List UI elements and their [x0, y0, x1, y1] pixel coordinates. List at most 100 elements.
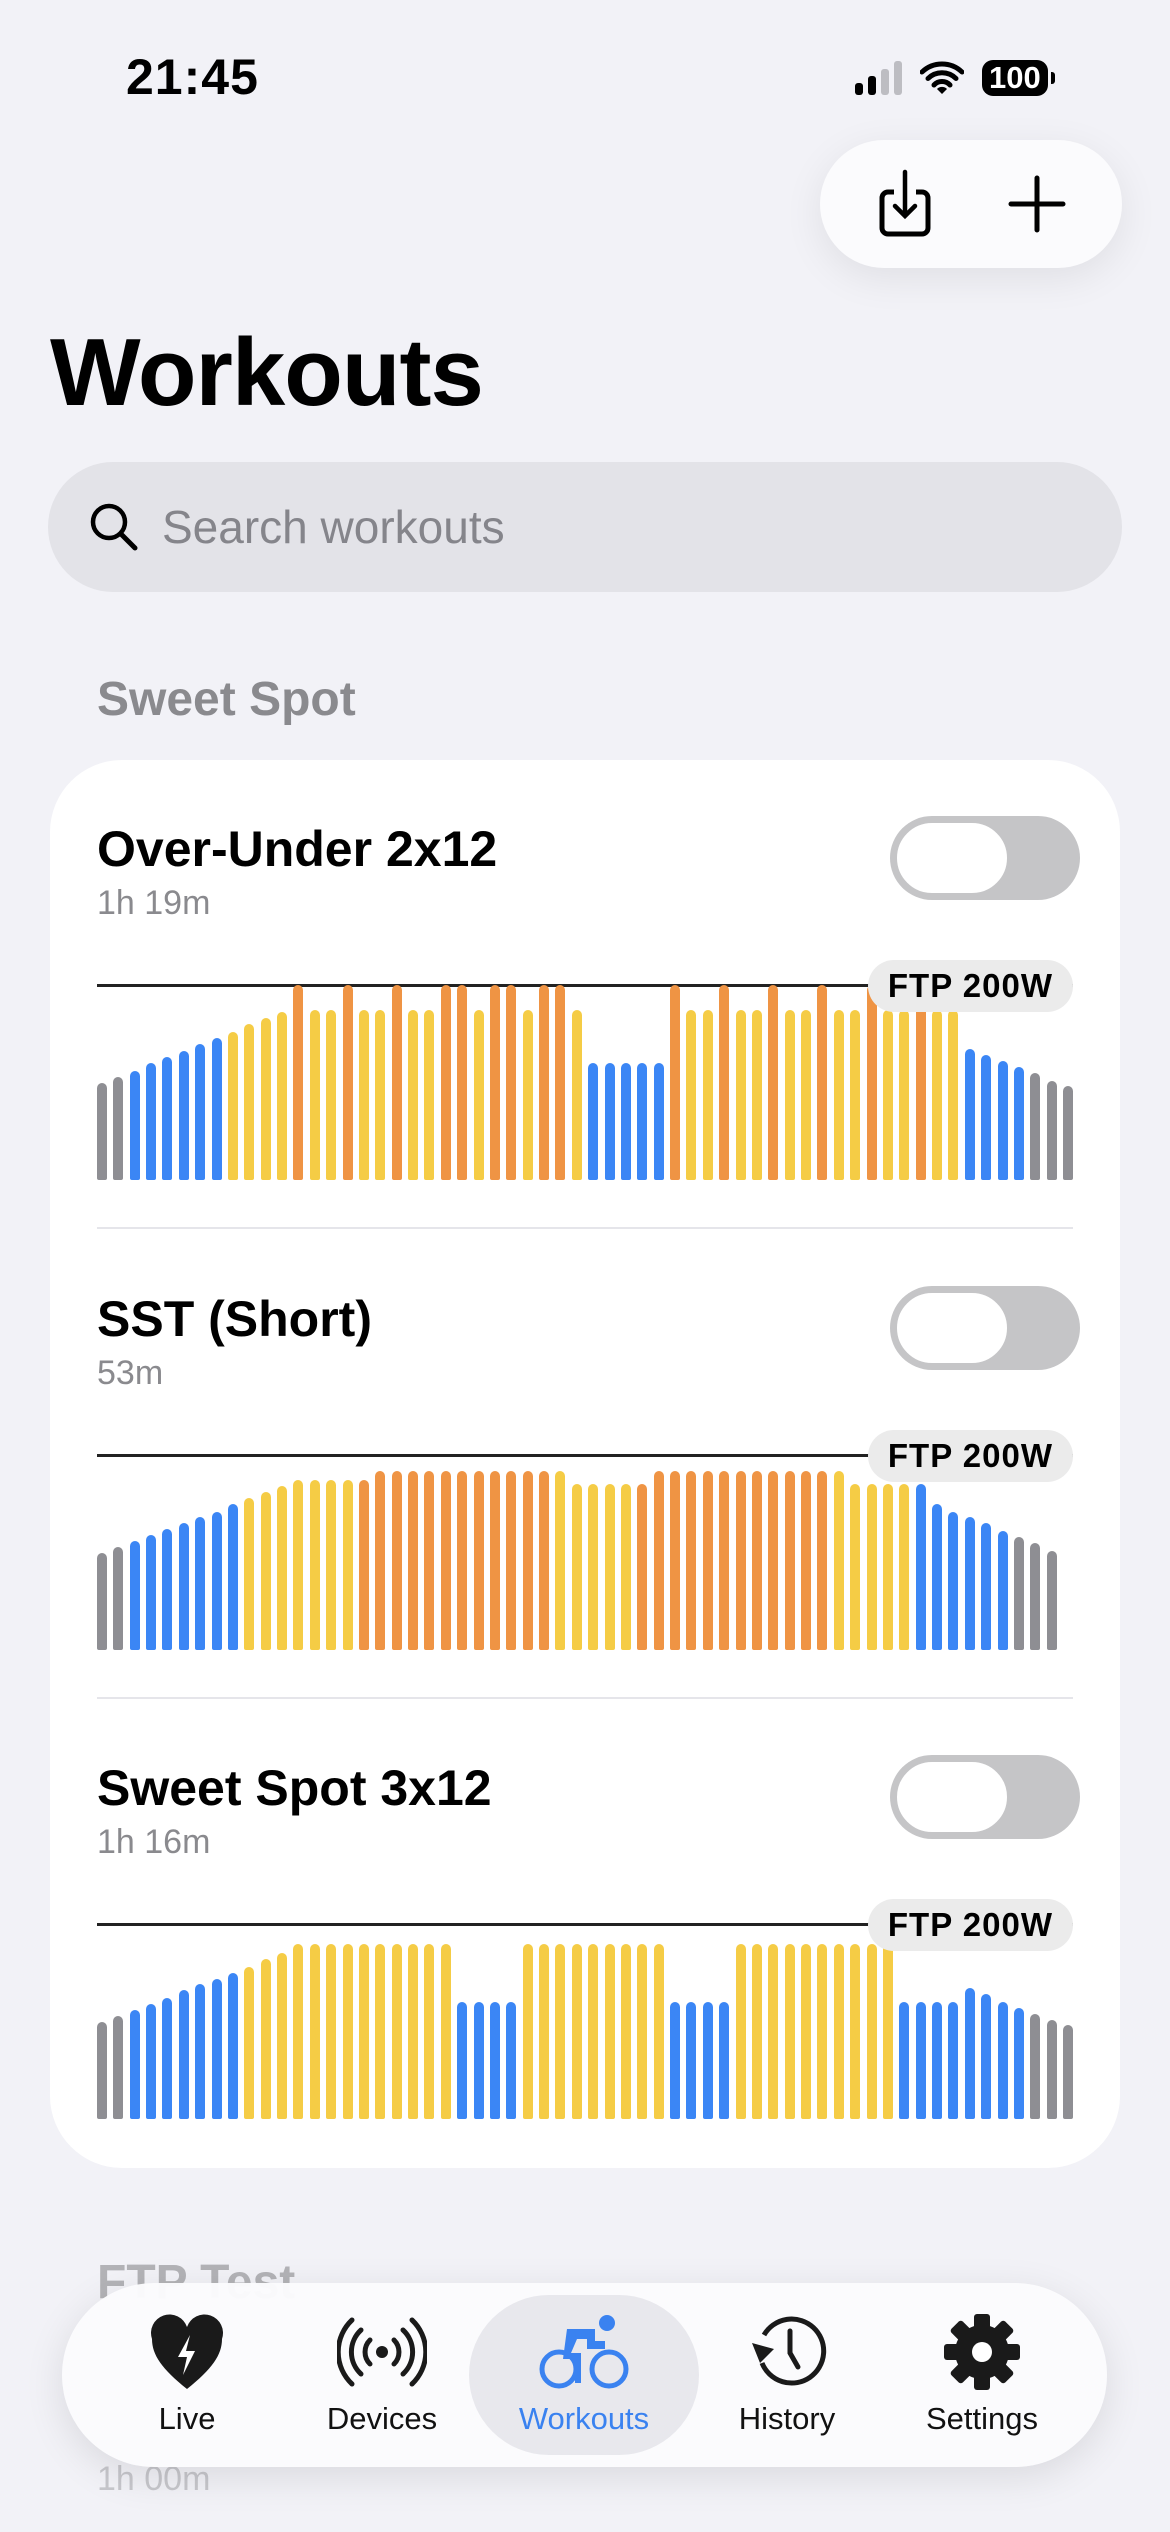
interval-bar	[964, 1988, 975, 2119]
workout-list-card: Over-Under 2x12 1h 19m FTP 200W SST (Sho…	[50, 760, 1120, 2168]
interval-bar	[899, 1484, 910, 1650]
interval-bar	[817, 1470, 828, 1650]
interval-bar	[195, 1043, 206, 1180]
interval-bar	[604, 1943, 615, 2119]
interval-bar	[899, 1010, 910, 1180]
interval-bar	[686, 1470, 697, 1650]
interval-bar	[571, 1010, 582, 1180]
interval-bar	[915, 985, 926, 1180]
interval-bar	[686, 1010, 697, 1180]
interval-bar	[981, 1523, 992, 1650]
interval-bar	[932, 1503, 943, 1650]
interval-bar	[358, 1480, 369, 1650]
interval-bar	[588, 1484, 599, 1650]
interval-bar	[506, 985, 517, 1180]
interval-bar	[637, 1943, 648, 2119]
ftp-line	[97, 1923, 1073, 1926]
interval-bar	[244, 1497, 255, 1650]
search-input[interactable]	[162, 500, 1062, 554]
interval-bar	[702, 2002, 713, 2119]
interval-bar	[948, 1511, 959, 1650]
interval-bar	[162, 1998, 173, 2119]
interval-bar	[833, 1010, 844, 1180]
interval-bar	[277, 1953, 288, 2119]
interval-bar	[375, 1010, 386, 1180]
interval-bar	[178, 1990, 189, 2119]
interval-bar	[850, 1943, 861, 2119]
interval-bar	[539, 1943, 550, 2119]
tab-workouts[interactable]: Workouts	[469, 2295, 699, 2455]
interval-bar	[653, 1943, 664, 2119]
interval-bar	[702, 1010, 713, 1180]
interval-bar	[309, 1010, 320, 1180]
interval-bar	[489, 1470, 500, 1650]
workout-toggle[interactable]	[890, 1286, 1080, 1370]
interval-bar	[260, 1018, 271, 1180]
ftp-line	[97, 984, 1073, 987]
interval-bar	[342, 1480, 353, 1650]
interval-bar	[637, 1063, 648, 1180]
import-button[interactable]	[861, 159, 951, 249]
interval-bar	[1013, 1536, 1024, 1650]
interval-bar	[735, 1010, 746, 1180]
interval-bar	[997, 1061, 1008, 1180]
tab-devices[interactable]: Devices	[267, 2295, 497, 2455]
tab-history[interactable]: History	[672, 2295, 902, 2455]
interval-bar	[375, 1943, 386, 2119]
toggle-knob	[894, 1759, 1010, 1835]
interval-bar	[735, 1470, 746, 1650]
interval-bar	[751, 1470, 762, 1650]
interval-bar	[1046, 1080, 1057, 1180]
interval-bar	[1046, 2019, 1057, 2119]
interval-bar	[768, 1943, 779, 2119]
interval-bar	[735, 1943, 746, 2119]
tab-live[interactable]: Live	[72, 2295, 302, 2455]
section-header-sweet-spot: Sweet Spot	[97, 673, 356, 726]
interval-bar	[702, 1470, 713, 1650]
interval-bar	[489, 985, 500, 1180]
interval-bar	[326, 1010, 337, 1180]
workout-chart: FTP 200W	[97, 1410, 1073, 1650]
interval-bar	[326, 1480, 337, 1650]
divider	[97, 1227, 1073, 1229]
interval-bar	[113, 1076, 124, 1180]
interval-bar	[833, 1943, 844, 2119]
workout-toggle[interactable]	[890, 816, 1080, 900]
interval-bar	[440, 1470, 451, 1650]
interval-bar	[260, 1492, 271, 1650]
interval-bar	[850, 1484, 861, 1650]
search-bar[interactable]	[48, 462, 1122, 592]
interval-bar	[391, 985, 402, 1180]
interval-bar	[1063, 1086, 1073, 1180]
status-time: 21:45	[126, 49, 259, 105]
interval-bar	[473, 1010, 484, 1180]
gear-icon	[944, 2314, 1020, 2390]
interval-bar	[866, 1484, 877, 1650]
interval-bar	[899, 2002, 910, 2119]
ftp-line	[97, 1454, 1073, 1457]
tab-settings[interactable]: Settings	[867, 2295, 1097, 2455]
interval-bar	[146, 1534, 157, 1650]
add-workout-button[interactable]	[992, 159, 1082, 249]
interval-bar	[768, 985, 779, 1180]
interval-bar	[162, 1529, 173, 1650]
interval-bar	[719, 985, 730, 1180]
ftp-label: FTP 200W	[867, 1899, 1073, 1951]
workout-row[interactable]: Sweet Spot 3x12 1h 16m FTP 200W	[50, 1699, 1120, 2169]
workout-row[interactable]: SST (Short) 53m FTP 200W	[50, 1230, 1120, 1700]
heart-bolt-icon	[151, 2314, 223, 2389]
tab-bar: Live Devices Workouts History Settings	[62, 2283, 1107, 2467]
interval-bar	[227, 1503, 238, 1650]
workout-row[interactable]: Over-Under 2x12 1h 19m FTP 200W	[50, 760, 1120, 1230]
interval-bar	[588, 1943, 599, 2119]
interval-bar	[309, 1480, 320, 1650]
interval-bar	[146, 1063, 157, 1180]
interval-bar	[686, 2002, 697, 2119]
interval-bar	[751, 1943, 762, 2119]
interval-bar	[604, 1063, 615, 1180]
interval-bar	[850, 1010, 861, 1180]
ftp-label: FTP 200W	[867, 1430, 1073, 1482]
interval-bar	[227, 1031, 238, 1180]
interval-bar	[473, 1470, 484, 1650]
workout-toggle[interactable]	[890, 1755, 1080, 1839]
